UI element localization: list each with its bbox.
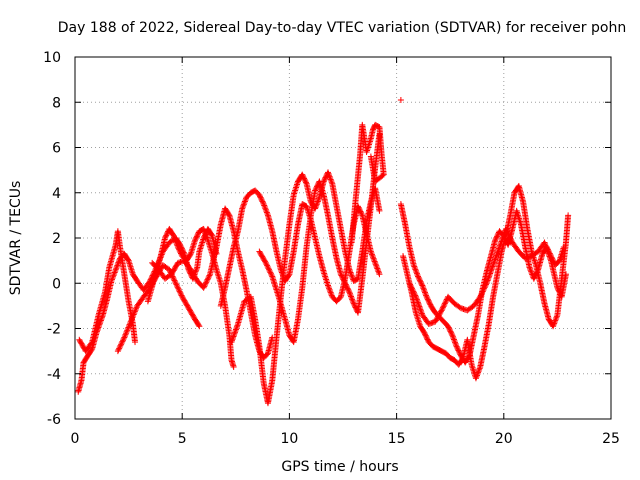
data-point — [114, 261, 121, 268]
data-point — [120, 337, 127, 344]
data-point — [124, 256, 131, 263]
x-tick-label: 0 — [71, 431, 80, 447]
data-point — [123, 330, 130, 337]
x-axis-label: GPS time / hours — [281, 459, 398, 475]
y-tick-label: 2 — [52, 231, 61, 247]
data-point — [116, 344, 123, 351]
x-tick-label: 15 — [388, 431, 406, 447]
data-point — [88, 346, 95, 353]
data-point — [111, 269, 118, 276]
data-point — [108, 276, 115, 283]
data-point — [123, 328, 130, 335]
data-points-layer — [75, 96, 572, 407]
chart-title: Day 188 of 2022, Sidereal Day-to-day VTE… — [58, 20, 626, 36]
data-point — [78, 340, 85, 347]
data-point — [112, 266, 119, 273]
data-point — [113, 265, 120, 272]
data-point — [127, 318, 134, 325]
data-point — [110, 272, 117, 279]
data-point — [114, 262, 121, 269]
data-point — [130, 312, 137, 319]
data-point — [124, 327, 131, 334]
data-point — [121, 334, 128, 341]
data-point — [193, 267, 200, 274]
y-tick-label: 0 — [52, 276, 61, 292]
data-point — [130, 311, 137, 318]
data-point — [118, 339, 125, 346]
x-tick-label: 20 — [495, 431, 513, 447]
data-point — [132, 307, 139, 314]
data-point — [125, 323, 132, 330]
data-point — [116, 345, 123, 352]
y-tick-label: -6 — [47, 412, 61, 428]
y-axis-label: SDTVAR / TECUs — [8, 181, 24, 296]
data-point — [115, 259, 122, 266]
data-point — [113, 263, 120, 270]
data-point — [117, 342, 124, 349]
data-point — [79, 341, 86, 348]
data-point — [376, 207, 383, 214]
y-tick-label: -4 — [47, 367, 61, 383]
y-tick-label: 6 — [52, 141, 61, 157]
data-point — [127, 320, 134, 327]
data-point — [132, 339, 139, 346]
data-point — [129, 314, 136, 321]
data-point — [118, 341, 125, 348]
data-point — [565, 212, 572, 219]
data-point — [121, 333, 128, 340]
x-tick-label: 10 — [280, 431, 298, 447]
data-point — [77, 338, 84, 345]
data-point — [111, 270, 118, 277]
data-point — [108, 277, 115, 284]
data-point — [110, 273, 117, 280]
data-point — [120, 335, 127, 342]
data-point — [128, 317, 135, 324]
data-point — [115, 258, 122, 265]
data-point — [131, 308, 138, 315]
data-point — [208, 231, 215, 238]
data-point — [114, 348, 121, 355]
data-point — [79, 343, 86, 350]
data-point — [125, 324, 132, 331]
data-point — [397, 96, 404, 103]
data-point — [193, 265, 200, 272]
y-tick-label: 8 — [52, 95, 61, 111]
data-point — [131, 310, 138, 317]
data-point — [119, 338, 126, 345]
data-point — [76, 336, 83, 343]
data-point — [230, 363, 237, 370]
data-point — [126, 321, 133, 328]
data-point — [124, 325, 131, 332]
y-tick-label: 4 — [52, 186, 61, 202]
data-point — [115, 346, 122, 353]
data-point — [133, 305, 140, 312]
y-tick-label: 10 — [43, 50, 61, 66]
data-point — [367, 153, 374, 160]
data-point — [122, 331, 129, 338]
data-point — [77, 339, 84, 346]
data-point — [128, 315, 135, 322]
x-tick-label: 5 — [178, 431, 187, 447]
x-tick-label: 25 — [602, 431, 620, 447]
data-point — [112, 268, 119, 275]
y-tick-label: -2 — [47, 322, 61, 338]
data-point — [109, 275, 116, 282]
